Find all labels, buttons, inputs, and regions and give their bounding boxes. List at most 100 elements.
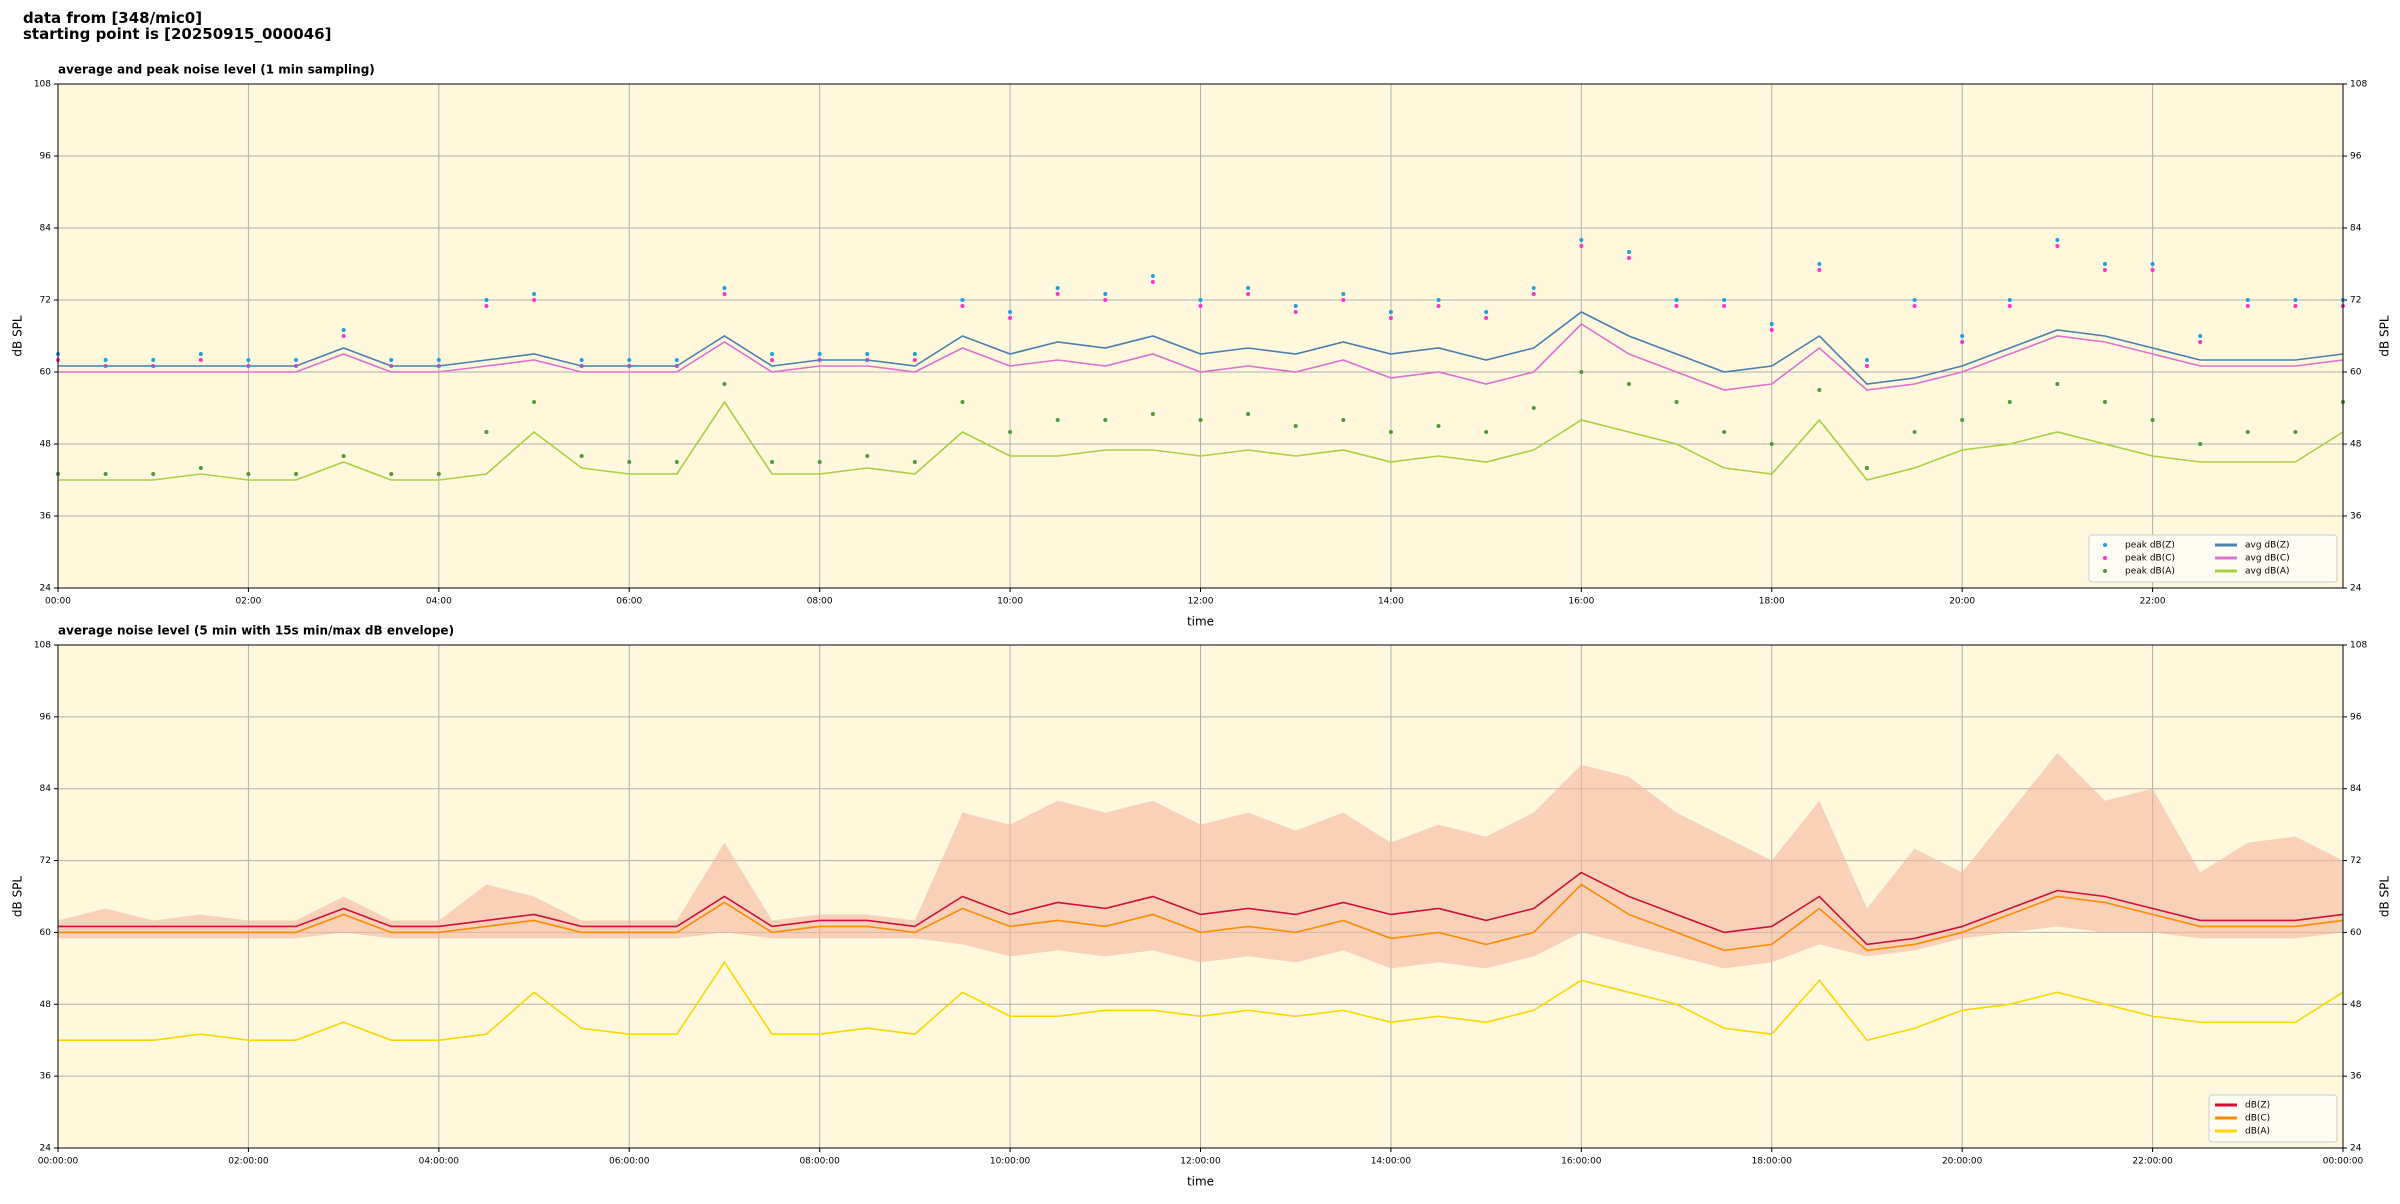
y-tick-label: 48 — [2350, 1000, 2362, 1010]
peak-point — [674, 358, 679, 362]
peak-point — [1912, 298, 1917, 302]
x-tick-label: 00:00:00 — [2323, 1157, 2364, 1167]
peak-point — [436, 358, 441, 362]
y-tick-label: 84 — [40, 224, 52, 234]
peak-point — [1674, 400, 1679, 404]
peak-point — [1484, 430, 1489, 434]
peak-point — [1008, 310, 1013, 314]
peak-point — [2245, 298, 2250, 302]
peak-point — [1531, 286, 1536, 290]
peak-point — [1531, 292, 1536, 296]
y-axis-label: dB SPL — [2378, 315, 2392, 357]
peak-point — [2007, 304, 2012, 308]
peak-point — [1293, 424, 1298, 428]
x-tick-label: 20:00:00 — [1942, 1157, 1983, 1167]
legend-label: peak dB(C) — [2125, 554, 2175, 564]
peak-point — [1008, 430, 1013, 434]
x-tick-label: 08:00:00 — [799, 1157, 840, 1167]
peak-point — [2102, 262, 2107, 266]
peak-point — [1626, 256, 1631, 260]
peak-point — [1674, 298, 1679, 302]
peak-point — [1960, 340, 1965, 344]
x-tick-label: 06:00 — [616, 597, 642, 607]
peak-point — [960, 298, 965, 302]
x-tick-label: 02:00:00 — [228, 1157, 269, 1167]
y-tick-label: 60 — [40, 368, 52, 378]
peak-point — [1293, 304, 1298, 308]
peak-point — [1626, 382, 1631, 386]
peak-point — [770, 352, 775, 356]
peak-point — [1674, 304, 1679, 308]
y-tick-label: 96 — [40, 152, 52, 162]
x-tick-label: 22:00 — [2140, 597, 2166, 607]
peak-point — [579, 358, 584, 362]
x-tick-label: 14:00 — [1378, 597, 1404, 607]
peak-point — [532, 400, 537, 404]
peak-point — [627, 358, 632, 362]
peak-point — [436, 472, 441, 476]
panel-title: average noise level (5 min with 15s min/… — [58, 624, 454, 638]
peak-point — [2150, 268, 2155, 272]
peak-point — [1150, 274, 1155, 278]
peak-point — [2293, 304, 2298, 308]
peak-point — [1198, 298, 1203, 302]
legend-marker — [2103, 569, 2107, 573]
x-axis-label: time — [1187, 1175, 1214, 1189]
series-line — [58, 311, 2344, 385]
y-tick-label: 60 — [2350, 928, 2362, 938]
y-tick-label: 36 — [40, 512, 52, 522]
peak-point — [389, 358, 394, 362]
peak-point — [912, 358, 917, 362]
peak-point — [1103, 298, 1108, 302]
peak-point — [2102, 400, 2107, 404]
panel-title: average and peak noise level (1 min samp… — [58, 63, 375, 77]
peak-point — [1246, 286, 1251, 290]
peak-point — [1388, 310, 1393, 314]
y-tick-label: 96 — [2350, 152, 2362, 162]
peak-point — [1722, 298, 1727, 302]
peak-point — [960, 400, 965, 404]
peak-point — [2150, 262, 2155, 266]
peak-point — [1626, 250, 1631, 254]
peak-point — [1769, 322, 1774, 326]
legend-box — [2088, 534, 2338, 583]
peak-point — [2198, 442, 2203, 446]
peak-point — [770, 358, 775, 362]
y-tick-label: 72 — [40, 296, 51, 306]
series-line — [58, 871, 2344, 946]
x-tick-label: 10:00 — [997, 597, 1023, 607]
peak-point — [1817, 388, 1822, 392]
x-axis-label: time — [1187, 615, 1214, 629]
y-tick-label: 36 — [40, 1072, 52, 1082]
peak-point — [1008, 316, 1013, 320]
peak-point — [2198, 334, 2203, 338]
legend-label: avg dB(Z) — [2245, 541, 2290, 551]
peak-point — [389, 472, 394, 476]
peak-point — [151, 358, 156, 362]
legend-label: peak dB(Z) — [2125, 541, 2175, 551]
y-tick-label: 96 — [40, 712, 52, 722]
peak-point — [2198, 340, 2203, 344]
peak-point — [2055, 382, 2060, 386]
legend-label: avg dB(C) — [2245, 554, 2290, 564]
peak-point — [1436, 298, 1441, 302]
peak-point — [1293, 310, 1298, 314]
x-tick-label: 00:00:00 — [38, 1157, 79, 1167]
peak-point — [1150, 280, 1155, 284]
x-tick-label: 14:00:00 — [1371, 1157, 1412, 1167]
x-tick-label: 10:00:00 — [990, 1157, 1031, 1167]
x-tick-label: 12:00 — [1188, 597, 1214, 607]
peak-point — [246, 472, 251, 476]
peak-point — [2055, 238, 2060, 242]
peak-point — [1769, 442, 1774, 446]
peak-point — [532, 292, 537, 296]
peak-point — [294, 358, 299, 362]
peak-point — [1388, 430, 1393, 434]
peak-point — [1960, 334, 1965, 338]
peak-point — [2055, 244, 2060, 248]
y-tick-label: 48 — [40, 1000, 52, 1010]
peak-point — [2245, 430, 2250, 434]
y-tick-label: 24 — [40, 584, 52, 594]
peak-point — [2293, 298, 2298, 302]
